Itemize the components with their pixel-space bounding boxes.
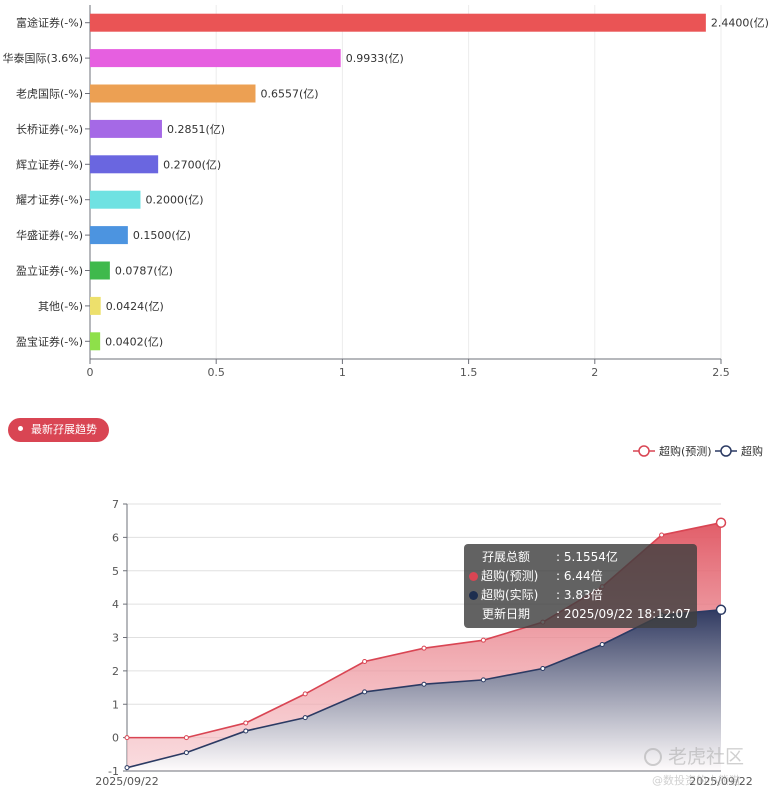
bar bbox=[90, 332, 101, 351]
tooltip-row-forecast: 超购(预测) : 6.44倍 bbox=[464, 567, 697, 586]
category-label: 长桥证券(-%) bbox=[16, 122, 83, 136]
data-label: 0.0402(亿) bbox=[105, 335, 163, 348]
forecast-point bbox=[421, 645, 427, 651]
tooltip-value: : 2025/09/22 18:12:07 bbox=[556, 607, 691, 621]
tooltip-row-update-date: 更新日期 : 2025/09/22 18:12:07 bbox=[464, 605, 697, 624]
bar bbox=[90, 13, 706, 32]
tooltip-key: 更新日期 bbox=[482, 607, 531, 621]
actual-point bbox=[362, 689, 368, 695]
forecast-point bbox=[124, 735, 130, 741]
x-tick-label: 1.5 bbox=[460, 366, 478, 379]
bar bbox=[90, 119, 162, 138]
data-label: 0.9933(亿) bbox=[346, 52, 404, 65]
tooltip-key: 超购(实际) bbox=[481, 588, 539, 602]
forecast-point bbox=[302, 691, 308, 697]
category-label: 其他(-%) bbox=[38, 300, 83, 313]
latest-margin-trend-badge[interactable]: 最新孖展趋势 bbox=[8, 418, 109, 442]
data-label: 0.0424(亿) bbox=[106, 300, 164, 313]
category-label: 盈宝证券(-%) bbox=[16, 334, 83, 348]
data-label: 0.6557(亿) bbox=[260, 88, 318, 101]
tooltip-row-margin-total: 孖展总额 : 5.1554亿 bbox=[464, 548, 697, 567]
y-tick-label: 4 bbox=[112, 598, 119, 611]
x-tick-label: 2025/09/22 bbox=[95, 775, 158, 788]
badge-dot-icon bbox=[18, 426, 23, 431]
forecast-point bbox=[243, 720, 249, 726]
bar bbox=[90, 49, 341, 68]
category-label: 盈立证券(-%) bbox=[16, 264, 83, 278]
y-tick-label: 1 bbox=[112, 698, 119, 711]
tooltip-value: : 6.44倍 bbox=[556, 569, 603, 583]
data-label: 0.2851(亿) bbox=[167, 123, 225, 136]
actual-point bbox=[480, 677, 486, 683]
forecast-point bbox=[183, 735, 189, 741]
forecast-dot-icon bbox=[469, 572, 478, 581]
broker-margin-bar-chart: 0 0.5 1 1.5 2 2.5 富途证券(-%) 2.4400(亿) 华泰国际(3.6%) 0… bbox=[2, 5, 768, 379]
y-tick-label: 6 bbox=[112, 531, 119, 544]
tooltip-value: : 3.83倍 bbox=[556, 588, 603, 602]
actual-dot-icon bbox=[469, 591, 478, 600]
actual-point bbox=[124, 765, 130, 771]
tooltip-value: : 5.1554亿 bbox=[556, 550, 618, 564]
actual-point bbox=[302, 715, 308, 721]
legend-item[interactable]: 超购(预测) bbox=[633, 444, 712, 458]
category-label: 老虎国际(-%) bbox=[16, 88, 83, 101]
actual-point bbox=[540, 666, 546, 672]
bar bbox=[90, 190, 141, 209]
y-tick-label: 2 bbox=[112, 665, 119, 678]
watermark-handle: @数投资的小熊猫 bbox=[652, 774, 740, 787]
bar bbox=[90, 84, 256, 103]
forecast-point bbox=[362, 659, 368, 665]
actual-point bbox=[421, 681, 427, 687]
bar bbox=[90, 296, 101, 315]
forecast-point bbox=[480, 637, 486, 643]
bar bbox=[90, 261, 110, 280]
legend-marker-icon bbox=[720, 445, 732, 457]
badge-label: 最新孖展趋势 bbox=[31, 423, 97, 436]
forecast-point bbox=[715, 517, 727, 528]
forecast-point bbox=[659, 532, 665, 538]
chart-tooltip: 孖展总额 : 5.1554亿 超购(预测) : 6.44倍 超购(实际) : 3… bbox=[464, 544, 697, 628]
data-label: 0.1500(亿) bbox=[133, 229, 191, 242]
legend-item[interactable]: 超购 bbox=[715, 444, 763, 458]
x-tick-label: 0 bbox=[87, 366, 94, 379]
tooltip-key: 超购(预测) bbox=[481, 569, 539, 583]
x-tick-label: 2 bbox=[591, 366, 598, 379]
tooltip-key: 孖展总额 bbox=[482, 550, 531, 564]
x-tick-label: 2025/09/22 bbox=[689, 775, 752, 788]
y-tick-label: 0 bbox=[112, 732, 119, 745]
watermark: 老虎社区 bbox=[644, 742, 744, 769]
category-label: 华盛证券(-%) bbox=[16, 228, 83, 242]
actual-point bbox=[599, 642, 605, 648]
actual-point bbox=[243, 728, 249, 734]
data-label: 0.2700(亿) bbox=[163, 158, 221, 171]
actual-point bbox=[183, 750, 189, 756]
bar bbox=[90, 155, 159, 174]
tiger-logo-icon bbox=[644, 748, 662, 766]
bar bbox=[90, 226, 128, 245]
x-tick-label: 2.5 bbox=[712, 366, 730, 379]
data-label: 0.0787(亿) bbox=[115, 265, 173, 278]
legend-label: 超购(预测) bbox=[659, 444, 712, 458]
x-tick-label: 0.5 bbox=[207, 366, 225, 379]
category-label: 富途证券(-%) bbox=[16, 16, 83, 30]
tooltip-row-actual: 超购(实际) : 3.83倍 bbox=[464, 586, 697, 605]
category-label: 耀才证券(-%) bbox=[16, 193, 83, 207]
y-tick-label: 5 bbox=[112, 565, 119, 578]
data-label: 0.2000(亿) bbox=[145, 194, 203, 207]
data-label: 2.4400(亿) bbox=[711, 17, 768, 30]
x-tick-label: 1 bbox=[339, 366, 346, 379]
legend-marker-icon bbox=[638, 445, 650, 457]
y-tick-label: 3 bbox=[112, 632, 119, 645]
legend-label: 超购 bbox=[741, 444, 763, 458]
y-tick-label: 7 bbox=[112, 498, 119, 511]
category-label: 辉立证券(-%) bbox=[16, 157, 83, 171]
actual-point bbox=[715, 604, 727, 616]
category-label: 华泰国际(3.6%) bbox=[2, 51, 83, 65]
y-tick-label: -1 bbox=[108, 765, 119, 778]
actual-area bbox=[127, 609, 721, 771]
